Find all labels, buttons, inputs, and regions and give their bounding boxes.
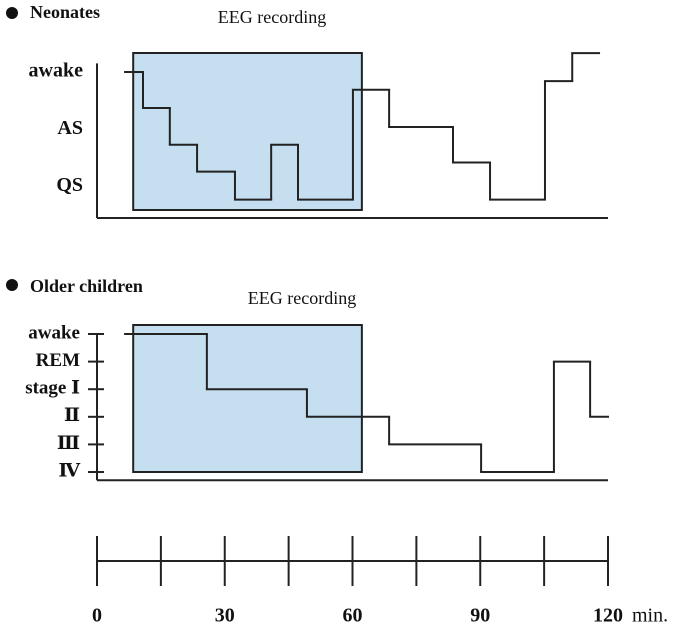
time-tick-label: 30 [215, 605, 235, 627]
y-tick-label: awake [28, 322, 80, 343]
y-tick-label: Ⅱ [64, 405, 80, 426]
eeg-recording-region [132, 52, 363, 211]
time-tick-label: 60 [343, 605, 363, 627]
y-tick-label: stage Ⅰ [25, 378, 80, 399]
y-tick-label: REM [36, 350, 80, 371]
annotation: EEG recording [218, 7, 326, 27]
eeg-recording-region [132, 324, 363, 473]
annotation: EEG recording [248, 288, 356, 308]
y-tick-label: awake [29, 60, 84, 82]
y-tick-label: QS [56, 174, 83, 196]
time-tick-label: 120 [593, 605, 623, 627]
time-tick-label: 90 [470, 605, 490, 627]
panel-title: Neonates [30, 2, 100, 22]
y-tick-label: Ⅳ [58, 460, 80, 481]
y-tick-label: Ⅲ [57, 433, 80, 454]
time-unit: min. [632, 605, 668, 627]
panel-title: Older children [30, 276, 143, 296]
bullet [6, 279, 18, 291]
time-tick-label: 0 [92, 605, 102, 627]
y-tick-label: AS [57, 117, 83, 139]
bullet [6, 7, 18, 19]
